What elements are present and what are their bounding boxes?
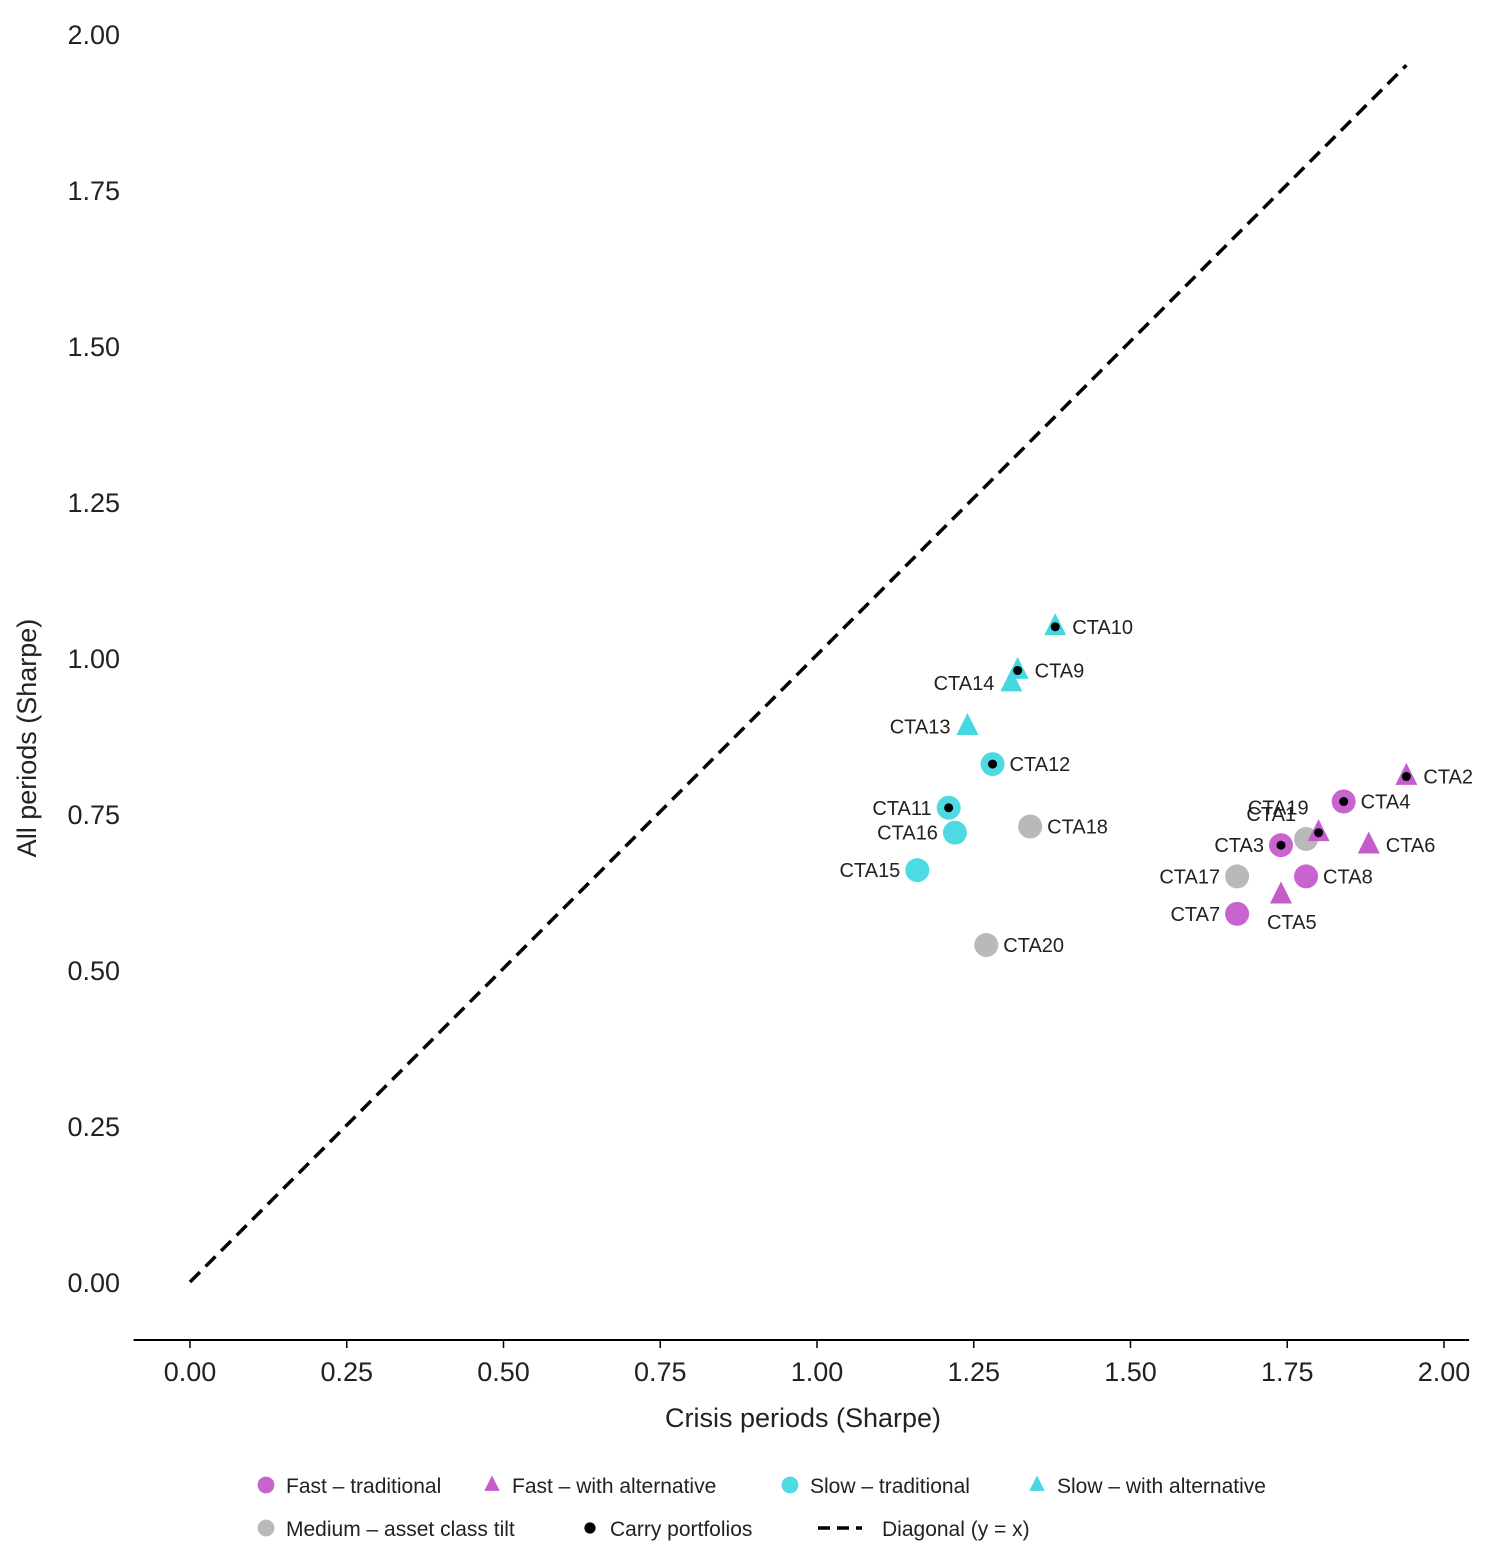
point-cta17 (1225, 864, 1250, 889)
point-label: CTA14 (934, 673, 995, 695)
x-axis-title: Crisis periods (Sharpe) (665, 1403, 941, 1433)
x-tick-label: 0.25 (320, 1357, 373, 1387)
point-label: CTA6 (1386, 835, 1436, 857)
x-tick-label: 1.25 (947, 1357, 1000, 1387)
point-label: CTA17 (1159, 866, 1220, 888)
legend-item: Slow – with alternative (1029, 1475, 1266, 1498)
point-label: CTA2 (1423, 767, 1473, 789)
point-cta18 (1018, 814, 1043, 839)
point-cta14 (1000, 669, 1023, 692)
carry-dot-cta4 (1339, 797, 1349, 807)
legend-label: Fast – traditional (286, 1475, 441, 1498)
legend-label: Medium – asset class tilt (286, 1518, 515, 1541)
legend-marker (584, 1522, 596, 1534)
legend-marker (484, 1475, 500, 1491)
legend-item: Slow – traditional (781, 1475, 970, 1498)
point-cta20 (974, 933, 999, 958)
carry-dot-cta2 (1401, 772, 1411, 782)
point-label: CTA10 (1072, 617, 1133, 639)
legend-item: Medium – asset class tilt (257, 1518, 515, 1541)
carry-dot-cta12 (988, 759, 998, 769)
point-label: CTA13 (890, 717, 951, 739)
point-label: CTA11 (872, 798, 931, 820)
point-label: CTA4 (1361, 792, 1411, 814)
y-tick-label: 0.25 (67, 1112, 120, 1142)
data-points (905, 613, 1418, 958)
legend-label: Slow – with alternative (1057, 1475, 1266, 1498)
carry-dot-cta10 (1050, 622, 1060, 632)
x-tick-label: 2.00 (1418, 1357, 1471, 1387)
x-tick-label: 1.50 (1104, 1357, 1157, 1387)
legend-marker (257, 1519, 275, 1537)
point-cta6 (1357, 831, 1380, 854)
point-label: CTA16 (877, 823, 938, 845)
point-cta16 (942, 820, 967, 845)
x-tick-label: 0.75 (634, 1357, 687, 1387)
y-tick-label: 1.75 (67, 176, 120, 206)
point-cta5 (1269, 881, 1292, 904)
legend-label: Carry portfolios (610, 1518, 752, 1541)
legend-item: Fast – with alternative (484, 1475, 716, 1498)
point-label: CTA5 (1267, 912, 1317, 934)
legend-marker (781, 1476, 799, 1494)
point-label: CTA9 (1035, 660, 1085, 682)
carry-dot-cta11 (944, 803, 954, 813)
legend-label: Diagonal (y = x) (882, 1518, 1030, 1541)
legend: Fast – traditional Fast – with alternativ… (257, 1475, 1266, 1541)
axes: 0.00 0.25 0.50 0.75 1.00 1.25 1.50 1.75 2.00 0.00… (67, 20, 1470, 1387)
point-label: CTA20 (1003, 935, 1064, 957)
legend-label: Slow – traditional (810, 1475, 970, 1498)
legend-label: Fast – with alternative (512, 1475, 716, 1498)
legend-item: Carry portfolios (584, 1518, 752, 1541)
point-cta15 (905, 858, 930, 883)
point-label: CTA15 (840, 860, 901, 882)
point-label: CTA3 (1214, 835, 1264, 857)
carry-dot-cta3 (1276, 840, 1286, 850)
carry-dot-cta19 (1314, 828, 1324, 838)
y-tick-label: 0.00 (67, 1268, 120, 1298)
y-tick-label: 1.50 (67, 332, 120, 362)
y-tick-label: 0.75 (67, 800, 120, 830)
point-label: CTA18 (1047, 816, 1108, 838)
legend-item: Fast – traditional (257, 1475, 441, 1498)
y-tick-label: 1.25 (67, 488, 120, 518)
y-tick-label: 1.00 (67, 644, 120, 674)
y-tick-label: 0.50 (67, 956, 120, 986)
point-labels: CTA1 CTA2 CTA3 CTA4 CTA5 CTA6 CTA7 CTA8 CTA9 CTA1… (840, 617, 1473, 957)
point-cta13 (956, 713, 979, 735)
point-label: CTA12 (1010, 754, 1071, 776)
x-tick-label: 1.00 (791, 1357, 844, 1387)
point-cta8 (1294, 864, 1319, 889)
x-tick-label: 1.75 (1261, 1357, 1314, 1387)
legend-marker (257, 1476, 275, 1494)
diagonal-line (188, 63, 1408, 1284)
point-cta7 (1225, 901, 1250, 926)
y-axis-title: All periods (Sharpe) (12, 619, 42, 858)
point-label: CTA1 (1246, 804, 1296, 826)
y-tick-label: 2.00 (67, 20, 120, 50)
legend-item: Diagonal (y = x) (818, 1518, 1030, 1541)
carry-dot-cta9 (1013, 665, 1023, 675)
point-label: CTA7 (1170, 904, 1220, 926)
point-label: CTA19 (1248, 798, 1309, 820)
point-label: CTA8 (1323, 866, 1373, 888)
legend-marker (1029, 1475, 1045, 1491)
x-tick-label: 0.50 (477, 1357, 530, 1387)
diagonal-line-path (188, 63, 1408, 1284)
x-tick-label: 0.00 (164, 1357, 217, 1387)
